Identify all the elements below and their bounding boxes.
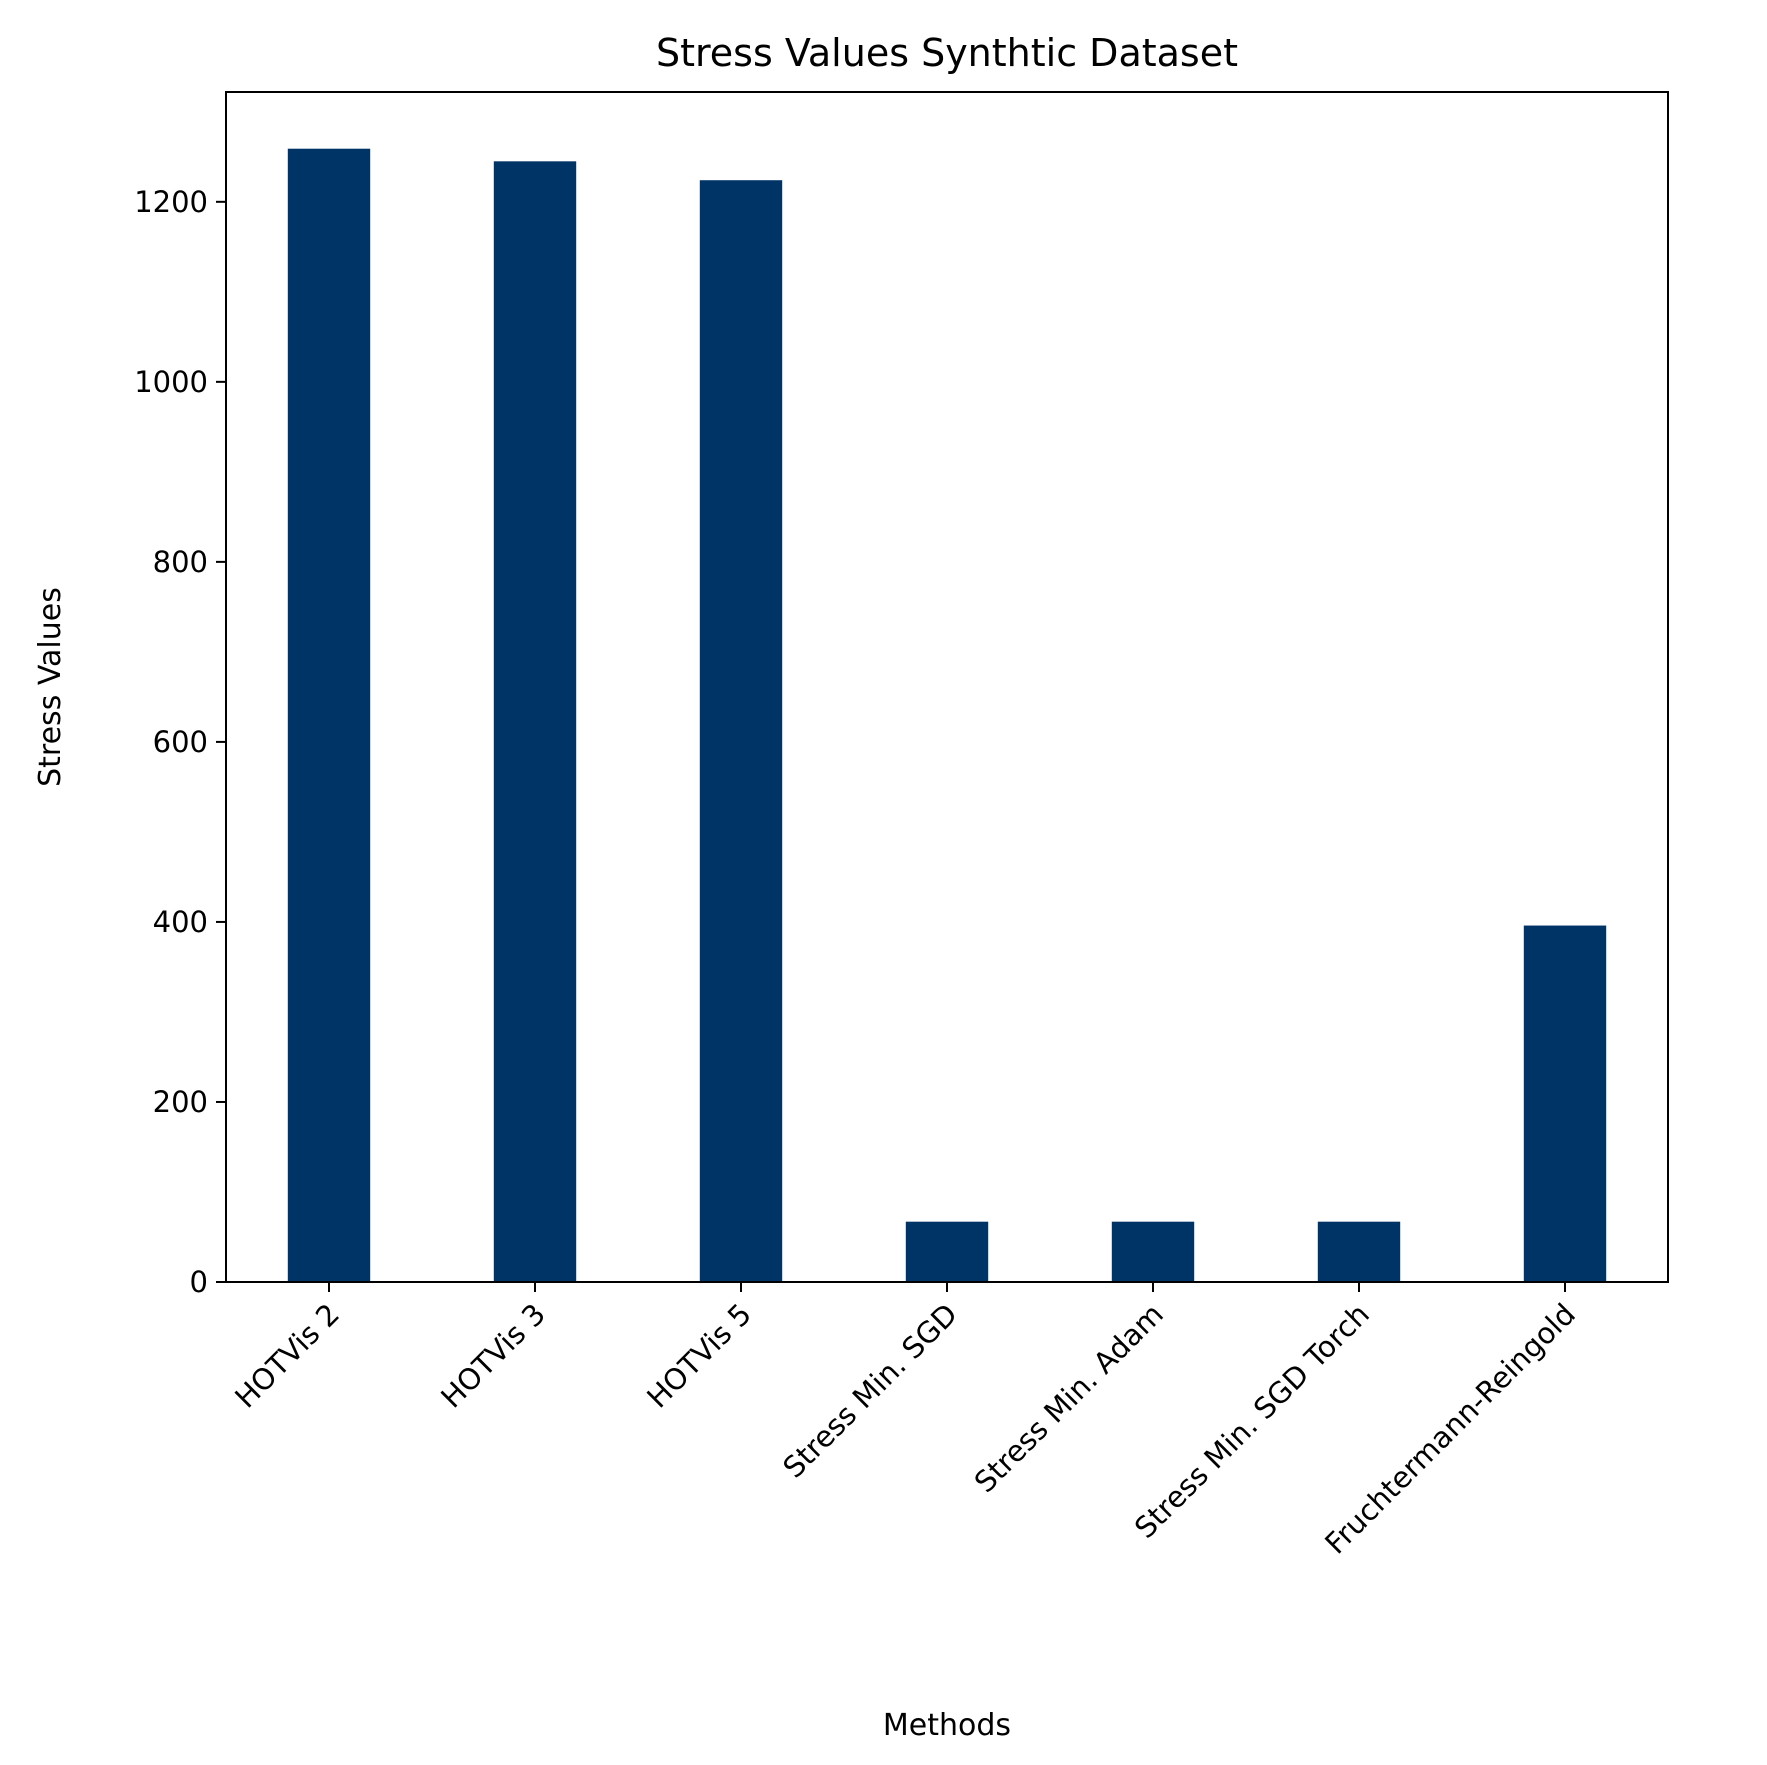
y-tick-label: 400	[153, 905, 208, 939]
bar-stress-min-sgd-torch	[1317, 1221, 1401, 1282]
x-tick-label: HOTVis 2	[228, 1297, 346, 1415]
y-axis-label: Stress Values	[33, 587, 68, 787]
bar-hotvis-3	[493, 161, 577, 1282]
bar-stress-min-adam	[1111, 1221, 1195, 1282]
x-tick-label: Stress Min. SGD	[776, 1297, 964, 1485]
x-axis-label: Methods	[883, 1708, 1011, 1743]
y-tick-label: 0	[190, 1265, 208, 1299]
x-tick-label: Stress Min. Adam	[968, 1297, 1170, 1499]
bar-hotvis-2	[287, 148, 371, 1283]
x-tick-label: Stress Min. SGD Torch	[1128, 1297, 1376, 1545]
x-tick-label: HOTVis 5	[640, 1297, 758, 1415]
bar-fruchtermann-reingold	[1523, 925, 1607, 1282]
y-tick-label: 600	[153, 725, 208, 759]
y-tick-label: 1200	[134, 185, 208, 219]
bar-hotvis-5	[699, 180, 783, 1282]
y-tick-label: 200	[153, 1085, 208, 1119]
chart-title: Stress Values Synthtic Dataset	[656, 31, 1238, 75]
y-tick-label: 800	[153, 545, 208, 579]
y-axis-ticks: 0 200 400 600 800 1000 1200	[134, 185, 226, 1299]
y-tick-label: 1000	[134, 365, 208, 399]
x-tick-label: HOTVis 3	[434, 1297, 552, 1415]
plot-area-frame	[225, 91, 1669, 1283]
x-axis-ticks: HOTVis 2 HOTVis 3 HOTVis 5 Stress Min. SGD S…	[228, 1282, 1582, 1561]
bar-stress-min-sgd	[905, 1221, 989, 1282]
bars-group	[287, 148, 1607, 1283]
